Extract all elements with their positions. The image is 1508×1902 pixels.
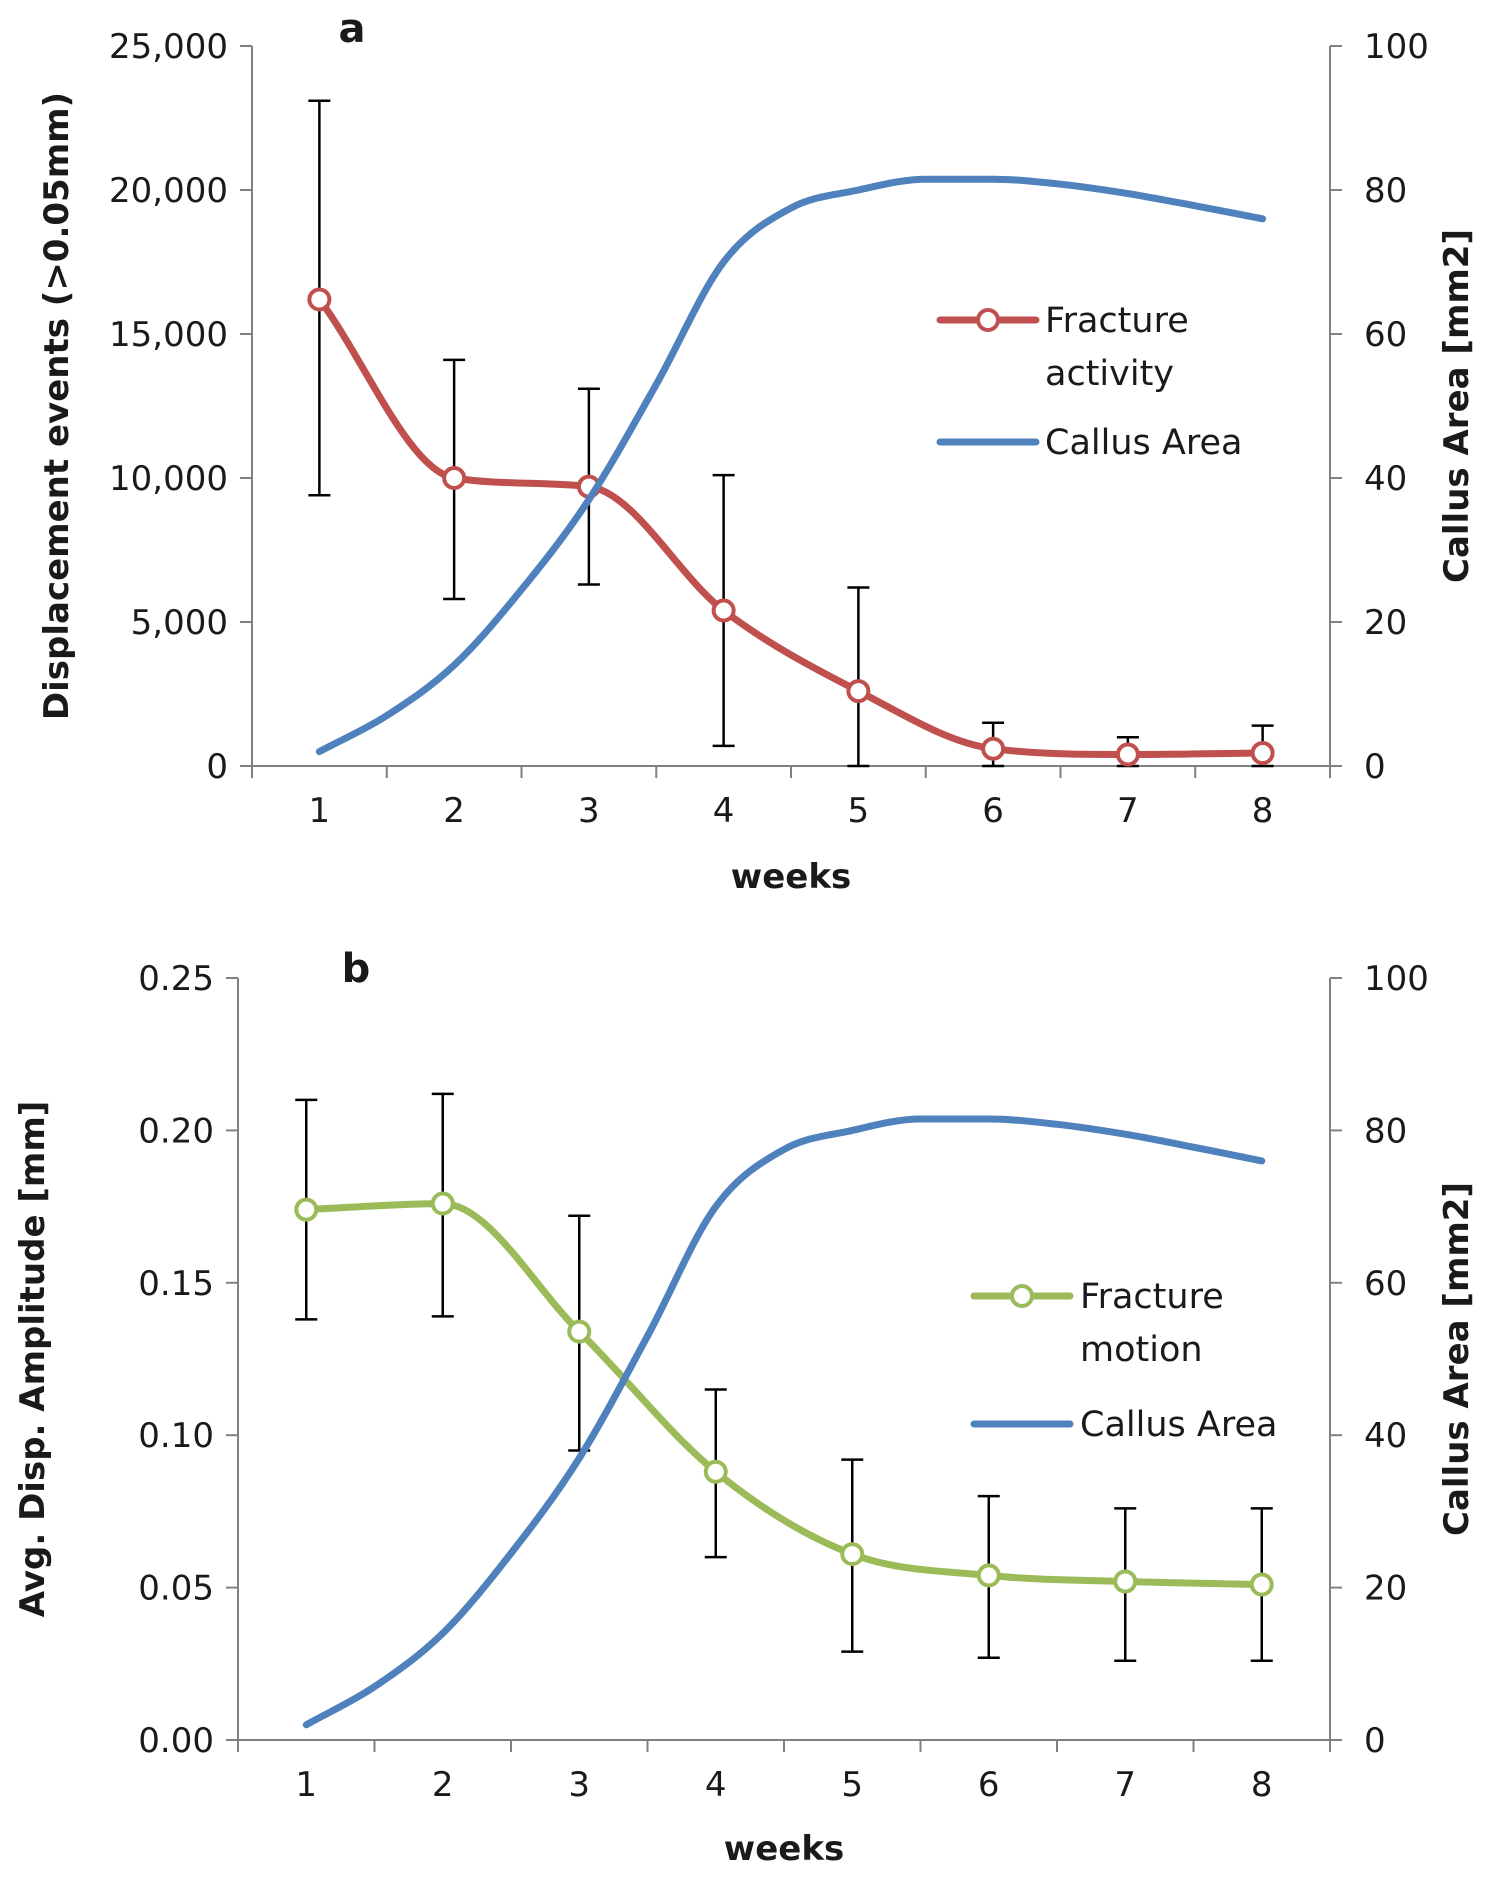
right-y-tick-label: 20	[1364, 1569, 1407, 1609]
right-y-tick-label: 100	[1364, 959, 1429, 999]
right-y-tick-label: 80	[1364, 1111, 1407, 1151]
left-y-tick-label: 0	[206, 747, 228, 787]
legend-label: Fracture	[1080, 1277, 1224, 1317]
legend-label: Callus Area	[1045, 423, 1242, 463]
panel-label: a	[339, 6, 366, 52]
left-y-tick-label: 15,000	[109, 315, 228, 355]
x-tick-label: 8	[1251, 1765, 1273, 1805]
right-y-tick-label: 60	[1364, 315, 1407, 355]
x-axis-title: weeks	[724, 1829, 844, 1869]
x-tick-label: 3	[578, 791, 600, 831]
left-y-tick-label: 10,000	[109, 459, 228, 499]
series-callus-area	[302, 1115, 1266, 1729]
x-tick-label: 1	[309, 791, 331, 831]
data-point-marker	[442, 466, 467, 490]
data-point-marker	[430, 1191, 455, 1216]
x-tick-label: 5	[841, 1765, 863, 1805]
x-tick-label: 2	[443, 791, 465, 831]
x-tick-label: 4	[705, 1765, 727, 1805]
left-y-tick-label: 5,000	[131, 603, 228, 643]
left-y-tick-label: 25,000	[109, 27, 228, 67]
left-y-tick-label: 0.20	[138, 1111, 214, 1151]
x-axis-title: weeks	[731, 857, 851, 897]
x-tick-label: 6	[982, 791, 1004, 831]
data-point-marker	[1113, 1569, 1138, 1594]
chart-panel-a: 0 5,000 10,000 15,000 20,000 25,000 0 20 40 60 80 1…	[37, 6, 1477, 897]
x-tick-label: 3	[568, 1765, 590, 1805]
right-y-tick-label: 100	[1364, 27, 1429, 67]
legend-label: motion	[1080, 1330, 1203, 1370]
series-callus-area	[315, 175, 1267, 756]
panel-label: b	[342, 946, 371, 992]
left-y-tick-label: 0.15	[138, 1264, 214, 1304]
right-y-axis-title: Callus Area [mm2]	[1437, 1182, 1477, 1536]
data-point-marker	[294, 1197, 319, 1222]
x-tick-label: 5	[848, 791, 870, 831]
legend-label: activity	[1045, 354, 1174, 394]
chart-panel-b: 0.00 0.05 0.10 0.15 0.20 0.25 0 20 40 60 80 100 1 2 3 4…	[13, 946, 1477, 1869]
left-y-tick-label: 0.10	[138, 1416, 214, 1456]
legend-marker	[1010, 1284, 1034, 1308]
left-y-tick-label: 0.00	[138, 1721, 214, 1761]
right-y-axis-title: Callus Area [mm2]	[1437, 229, 1477, 583]
left-y-axis-title: Displacement events (>0.05mm)	[37, 92, 77, 720]
x-tick-label: 2	[432, 1765, 454, 1805]
right-y-tick-label: 0	[1364, 1721, 1386, 1761]
right-y-tick-label: 80	[1364, 171, 1407, 211]
data-point-marker	[1249, 1572, 1274, 1597]
x-tick-label: 7	[1117, 791, 1139, 831]
data-point-marker	[1250, 741, 1275, 766]
series-fracture-activity	[307, 99, 1275, 768]
legend-label: Fracture	[1045, 301, 1189, 341]
data-point-marker	[981, 736, 1006, 761]
data-point-marker	[711, 598, 736, 623]
right-y-tick-label: 20	[1364, 603, 1407, 643]
x-tick-label: 1	[295, 1765, 317, 1805]
x-tick-label: 6	[978, 1765, 1000, 1805]
left-y-axis-title: Avg. Disp. Amplitude [mm]	[13, 1101, 53, 1618]
x-tick-label: 8	[1252, 791, 1274, 831]
series-line	[315, 175, 1267, 756]
data-point-marker	[567, 1319, 592, 1344]
right-y-tick-label: 0	[1364, 747, 1386, 787]
series-line	[302, 1200, 1266, 1589]
left-y-tick-label: 0.25	[138, 959, 214, 999]
x-tick-label: 7	[1114, 1765, 1136, 1805]
data-point-marker	[1115, 742, 1140, 767]
data-point-marker	[703, 1459, 728, 1484]
left-y-tick-label: 0.05	[138, 1569, 214, 1609]
left-y-tick-label: 20,000	[109, 171, 228, 211]
series-line	[302, 1115, 1266, 1729]
right-y-tick-label: 40	[1364, 1416, 1407, 1456]
legend-marker	[976, 308, 1000, 332]
x-tick-label: 4	[713, 791, 735, 831]
data-point-marker	[846, 679, 871, 704]
data-point-marker	[976, 1563, 1001, 1588]
data-point-marker	[840, 1542, 865, 1567]
legend: Fracture activity Callus Area	[936, 301, 1242, 463]
legend-label: Callus Area	[1080, 1405, 1277, 1445]
right-y-tick-label: 40	[1364, 459, 1407, 499]
legend: Fracture motion Callus Area	[970, 1277, 1277, 1445]
series-fracture-motion	[294, 1092, 1274, 1663]
data-point-marker	[307, 287, 332, 312]
right-y-tick-label: 60	[1364, 1264, 1407, 1304]
